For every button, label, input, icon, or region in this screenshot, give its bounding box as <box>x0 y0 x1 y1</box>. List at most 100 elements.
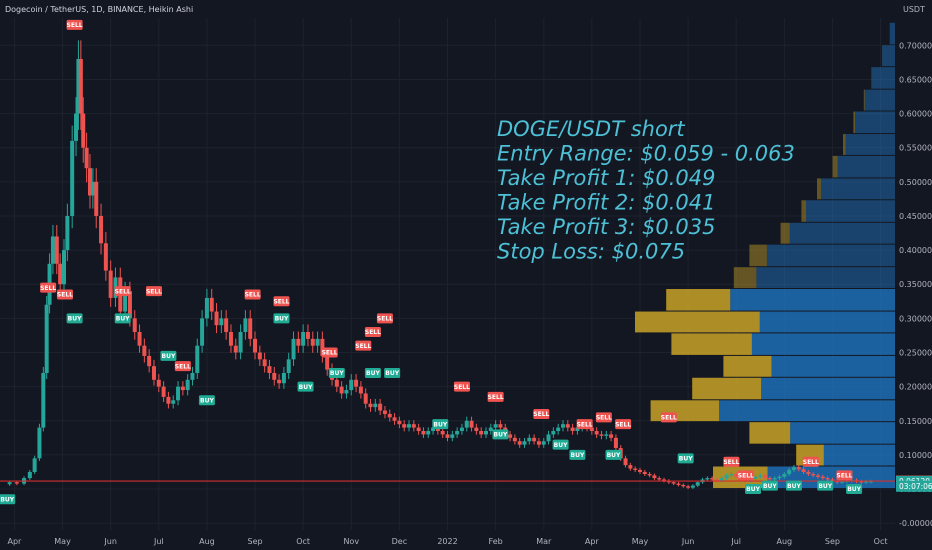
sell-signal: SELL <box>56 289 73 300</box>
signal-badge <box>453 381 470 392</box>
candle-body <box>556 427 561 432</box>
candle-body <box>825 478 830 480</box>
candle-body <box>257 352 262 360</box>
candle-body <box>421 431 426 435</box>
candle-body <box>382 410 387 414</box>
signal-label: SELL <box>355 343 371 350</box>
sell-signal: SELL <box>836 470 853 481</box>
candle-body <box>830 479 835 481</box>
volume-profile-bar-blue <box>823 444 895 466</box>
candle-body <box>44 304 49 373</box>
signal-badge <box>66 19 83 30</box>
signal-label: SELL <box>40 285 56 292</box>
sell-signal: SELL <box>596 412 612 423</box>
signal-label: SELL <box>596 415 612 422</box>
signal-label: BUY <box>571 452 585 459</box>
candle-body <box>527 437 532 442</box>
signal-label: BUY <box>299 384 313 391</box>
buy-signal: BUY <box>297 381 314 392</box>
price-axis[interactable]: 0.70000 0.65000 0.60000 0.55000 0.50000 0.450… <box>899 41 932 528</box>
signal-label: BUY <box>847 486 861 493</box>
candle-body <box>253 338 258 353</box>
candle-body <box>156 379 161 387</box>
signal-label: SELL <box>146 288 162 295</box>
sell-signal: SELL <box>66 19 83 30</box>
candle-body <box>200 318 205 346</box>
volume-profile-bar-blue <box>855 111 895 134</box>
candle-body <box>248 318 253 339</box>
signal-badge <box>384 367 401 378</box>
candle-body <box>176 386 181 401</box>
volume-profile-bar-blue <box>761 377 895 400</box>
signal-badge <box>56 289 73 300</box>
volume-profile-bar-blue <box>719 400 895 422</box>
candle-body <box>445 434 450 438</box>
volume-profile-bar-blue <box>889 22 895 45</box>
buy-signal: BUY <box>492 429 509 440</box>
candle-body <box>710 478 715 480</box>
candle-body <box>78 58 83 114</box>
candle-body <box>637 469 642 472</box>
candle-body <box>469 420 474 428</box>
candle-body <box>729 474 734 476</box>
candle-body <box>50 236 55 264</box>
volume-profile-bar-blue <box>730 289 895 311</box>
candle-body <box>94 181 99 216</box>
signal-label: SELL <box>533 411 549 418</box>
signal-badge <box>198 395 215 406</box>
volume-profile-bar-blue <box>864 89 895 111</box>
candle-body <box>570 427 575 432</box>
candle-body <box>671 482 676 484</box>
buy-signal: BUY <box>605 449 622 460</box>
signal-badge <box>432 419 449 430</box>
candle-body <box>753 476 758 479</box>
sell-signal: SELL <box>723 456 740 467</box>
y-tick-label: 0.25000 <box>899 349 932 358</box>
signal-label: SELL <box>273 299 289 306</box>
buy-signal: BUY <box>677 453 694 464</box>
volume-profile-bar-blue <box>837 155 895 178</box>
volume-profile-bar-gold <box>853 111 856 134</box>
candle-body <box>431 427 436 432</box>
candle-body <box>411 424 416 428</box>
signal-label: BUY <box>787 483 801 490</box>
candle-body <box>575 427 580 432</box>
candle-body <box>589 427 594 432</box>
candle-body <box>782 474 787 477</box>
candle-body <box>734 474 739 477</box>
candle-body <box>772 478 777 480</box>
volume-profile-bar-blue <box>806 200 895 222</box>
signal-badge <box>145 286 162 297</box>
signal-badge <box>723 456 740 467</box>
candle-body <box>690 485 695 488</box>
candle-body <box>70 140 75 216</box>
signal-badge <box>321 347 338 358</box>
buy-signal: BUY <box>0 494 16 505</box>
x-tick-label: Jul <box>153 537 164 546</box>
signal-badge <box>660 412 677 423</box>
candle-body <box>228 332 233 346</box>
signal-label: SELL <box>67 22 83 29</box>
volume-profile-bar-blue <box>771 355 895 377</box>
x-tick-label: Feb <box>489 537 503 546</box>
candle-body <box>368 403 373 408</box>
candle-body <box>32 458 37 472</box>
candle-body <box>864 481 869 483</box>
buy-signal: BUY <box>785 480 802 491</box>
candle-body <box>806 471 811 475</box>
candle-body <box>209 297 214 312</box>
volume-profile-bar-blue <box>790 422 895 444</box>
buy-signal: BUY <box>328 367 345 378</box>
signal-badge <box>745 484 762 495</box>
time-axis[interactable]: Apr May Jun Jul Aug Sep Oct Nov Dec 2022 Feb Mar Apr… <box>8 537 888 546</box>
signal-label: BUY <box>746 486 760 493</box>
candle-body <box>325 355 330 370</box>
y-tick-label: 0.65000 <box>899 75 932 84</box>
volume-profile-bar-gold <box>832 155 838 178</box>
price-label-text: 03:07:06 <box>899 482 932 491</box>
y-tick-label: 0.55000 <box>899 144 932 153</box>
signal-label: BUY <box>763 483 777 490</box>
volume-profile-bar-blue <box>872 67 895 89</box>
candle-body <box>695 482 700 486</box>
